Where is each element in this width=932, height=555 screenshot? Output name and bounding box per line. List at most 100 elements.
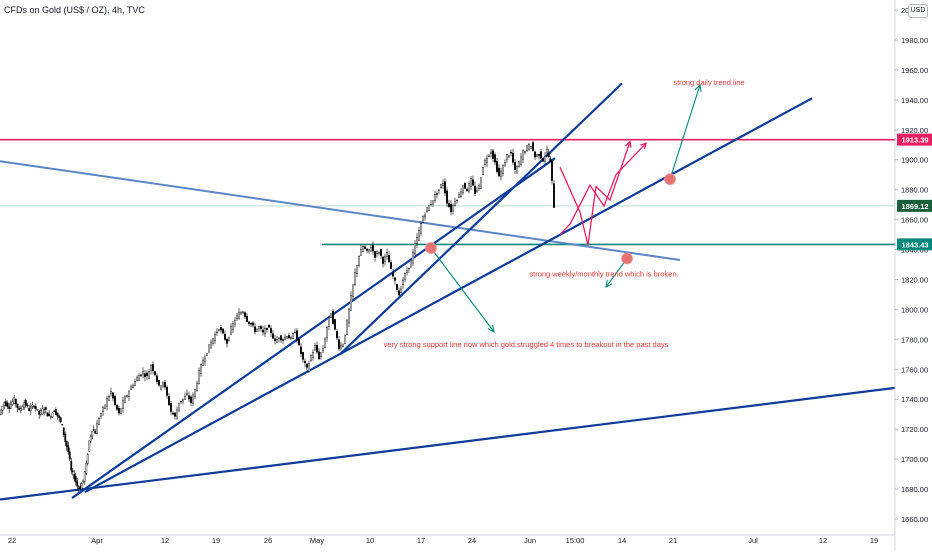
candle-body [68, 451, 71, 460]
y-tick-label: 1820.00 [901, 275, 928, 284]
currency-badge[interactable]: USD [908, 4, 928, 18]
y-tick-label: 1880.00 [901, 186, 928, 195]
candle-body [134, 380, 136, 386]
y-tick-label: 1920.00 [901, 126, 928, 135]
candle-body [218, 329, 220, 331]
candle-body [94, 430, 97, 434]
candle-body [406, 270, 408, 273]
price-marker [897, 238, 932, 251]
candle-body [266, 328, 268, 330]
price-axis[interactable]: 1660.00 1680.00 1700.00 1720.00 1740.00 1760.… [894, 0, 932, 550]
candle-body [6, 402, 9, 407]
candle-body [74, 476, 77, 483]
candle-body [36, 408, 39, 411]
candle-body [180, 401, 182, 403]
candle-body [192, 394, 194, 404]
candle-body [9, 404, 12, 409]
candle-body [276, 338, 278, 343]
candle-body [538, 154, 540, 156]
arrows-layer[interactable] [430, 83, 702, 333]
candle-body [336, 331, 338, 339]
trendline-lower-support [71, 157, 556, 499]
candle-body [386, 252, 388, 257]
candle-body [226, 338, 228, 344]
trend-lines-layer[interactable] [0, 82, 901, 501]
candle-body [292, 332, 294, 339]
candle-body [268, 325, 270, 328]
candle-body [168, 396, 170, 406]
candle-body [362, 246, 364, 252]
time-axis[interactable]: 22 Apr 12 19 26 May 10 17 24 Jun 15:00 14 21 Jul 12 19 [0, 534, 895, 545]
candle-body [262, 329, 264, 333]
candle-body [350, 295, 352, 311]
candle-body [4, 401, 7, 406]
y-tick-label: 1800.00 [901, 305, 928, 314]
projection-zigzag [559, 141, 631, 246]
candle-body [344, 334, 346, 344]
candle-body [506, 153, 508, 161]
candle-body [366, 248, 368, 251]
candle-body [462, 185, 464, 193]
candle-body [498, 167, 500, 177]
candle-body [132, 385, 134, 388]
candle-body [496, 161, 498, 172]
trendline-long-term-trend [0, 386, 901, 501]
candle-body [549, 158, 552, 162]
horizontal-lines-layer [0, 138, 895, 246]
candle-body [39, 410, 42, 415]
candle-body [46, 412, 49, 417]
candle-body [138, 375, 140, 381]
candle-body [202, 360, 204, 366]
candle-body [38, 410, 41, 415]
candle-body [19, 408, 22, 411]
x-tick-label: 24 [468, 536, 476, 545]
candle-body [294, 332, 296, 334]
candle-body [28, 408, 31, 412]
candle-body [442, 183, 444, 187]
candle-body [114, 396, 116, 405]
candle-body [414, 243, 416, 255]
candle-body [420, 223, 422, 234]
annotation-arrowhead [487, 324, 495, 333]
x-tick-label: 12 [161, 536, 169, 545]
candle-body [152, 364, 154, 372]
projection-zigzag [559, 142, 647, 236]
candle-body [100, 413, 102, 417]
candle-body [118, 408, 120, 414]
candle-body [400, 288, 402, 293]
candle-body [396, 284, 398, 290]
markers-layer[interactable] [425, 173, 676, 265]
candle-body [82, 479, 85, 482]
annotation-text-0: strong daily trend line [673, 78, 744, 87]
candle-body [384, 256, 386, 262]
candle-body [18, 408, 21, 410]
candle-body [486, 157, 488, 164]
candle-body [458, 194, 460, 198]
candle-body [388, 255, 390, 263]
candle-body [422, 216, 424, 223]
candle-body [56, 412, 59, 417]
candle-body [34, 406, 37, 409]
candle-body [372, 245, 374, 252]
candle-body [204, 357, 206, 363]
candle-body [390, 262, 392, 269]
candle-body [136, 377, 138, 382]
candle-body [394, 277, 396, 281]
candle-body [13, 396, 16, 404]
x-tick-label: May [310, 536, 324, 545]
candle-body [512, 152, 514, 163]
candle-body [206, 353, 208, 356]
candle-body [61, 424, 64, 426]
candle-body [228, 337, 230, 341]
projection-layer[interactable] [559, 140, 647, 246]
price-axis-bg [895, 0, 932, 550]
candle-body [302, 352, 304, 360]
candle-body [478, 185, 480, 189]
candle-body [508, 155, 510, 158]
candle-body [408, 267, 410, 270]
marker-dot [621, 252, 633, 265]
candle-body [310, 355, 312, 362]
candle-body [518, 161, 520, 167]
